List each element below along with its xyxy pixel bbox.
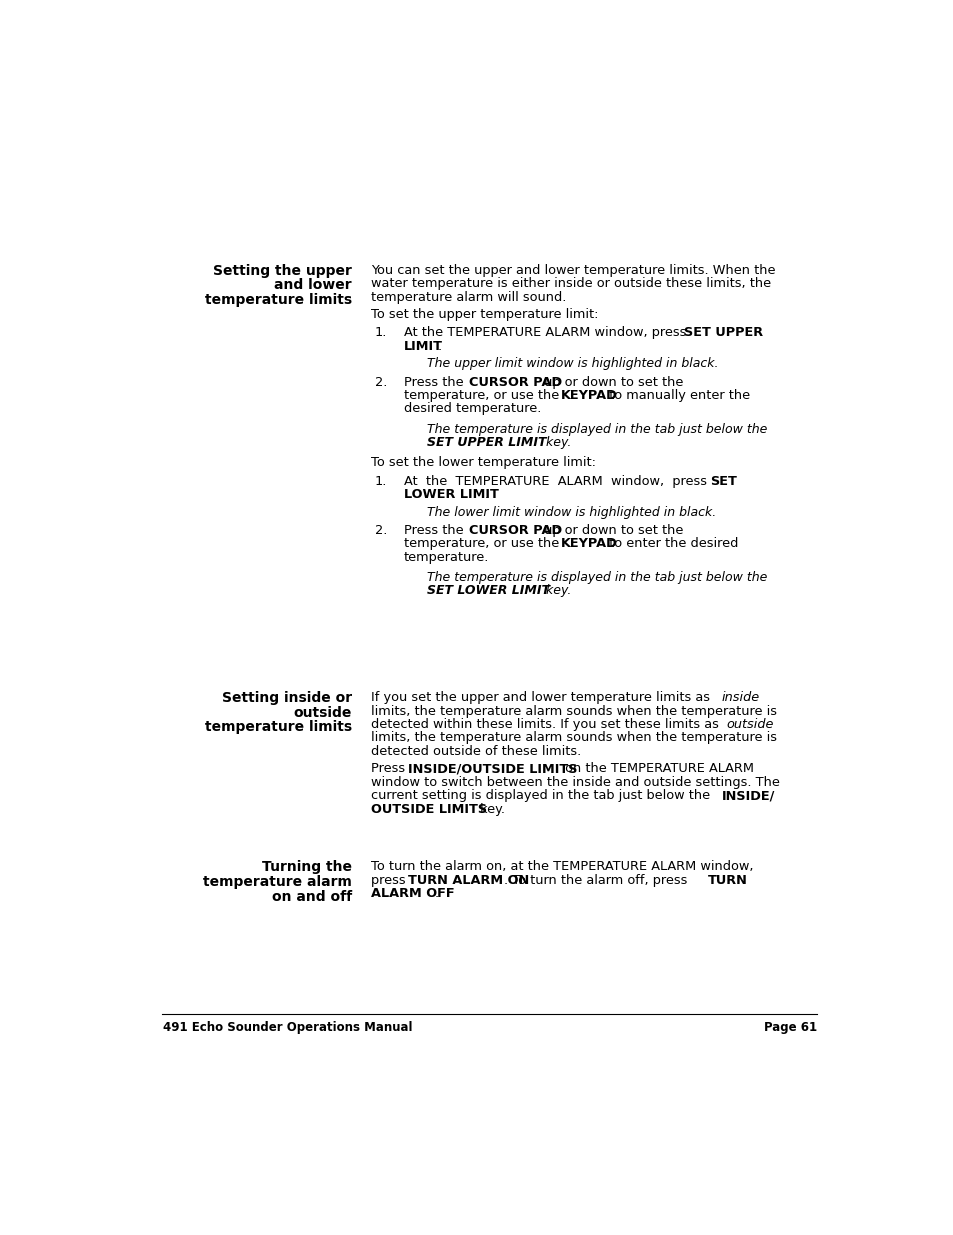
Text: SET LOWER LIMIT: SET LOWER LIMIT (427, 584, 549, 598)
Text: 1.: 1. (375, 474, 387, 488)
Text: inside: inside (720, 692, 759, 704)
Text: on the TEMPERATURE ALARM: on the TEMPERATURE ALARM (560, 762, 753, 776)
Text: CURSOR PAD: CURSOR PAD (468, 375, 561, 389)
Text: .: . (435, 888, 438, 900)
Text: desired temperature.: desired temperature. (403, 403, 540, 415)
Text: 2.: 2. (375, 375, 387, 389)
Text: temperature limits: temperature limits (204, 293, 352, 308)
Text: To set the lower temperature limit:: To set the lower temperature limit: (371, 457, 596, 469)
Text: and lower: and lower (274, 278, 352, 293)
Text: key.: key. (476, 803, 504, 816)
Text: temperature limits: temperature limits (204, 720, 352, 735)
Text: key.: key. (541, 584, 571, 598)
Text: SET UPPER LIMIT: SET UPPER LIMIT (427, 436, 546, 450)
Text: . To turn the alarm off, press: . To turn the alarm off, press (503, 874, 690, 887)
Text: Press the: Press the (403, 375, 467, 389)
Text: 1.: 1. (375, 326, 387, 340)
Text: OUTSIDE LIMITS: OUTSIDE LIMITS (371, 803, 487, 816)
Text: TURN: TURN (707, 874, 747, 887)
Text: Press the: Press the (403, 524, 467, 537)
Text: The lower limit window is highlighted in black.: The lower limit window is highlighted in… (427, 505, 716, 519)
Text: Press: Press (371, 762, 409, 776)
Text: on and off: on and off (272, 889, 352, 904)
Text: Turning the: Turning the (261, 861, 352, 874)
Text: temperature, or use the: temperature, or use the (403, 389, 562, 403)
Text: KEYPAD: KEYPAD (560, 389, 618, 403)
Text: temperature alarm: temperature alarm (203, 876, 352, 889)
Text: The temperature is displayed in the tab just below the: The temperature is displayed in the tab … (427, 571, 766, 584)
Text: To set the upper temperature limit:: To set the upper temperature limit: (371, 309, 598, 321)
Text: outside: outside (294, 705, 352, 720)
Text: INSIDE/: INSIDE/ (720, 789, 774, 803)
Text: Setting the upper: Setting the upper (213, 264, 352, 278)
Text: At the TEMPERATURE ALARM window, press: At the TEMPERATURE ALARM window, press (403, 326, 689, 340)
Text: Setting inside or: Setting inside or (221, 692, 352, 705)
Text: limits, the temperature alarm sounds when the temperature is: limits, the temperature alarm sounds whe… (371, 731, 777, 745)
Text: outside: outside (726, 718, 774, 731)
Text: press: press (371, 874, 410, 887)
Text: detected within these limits. If you set these limits as: detected within these limits. If you set… (371, 718, 722, 731)
Text: up or down to set the: up or down to set the (539, 375, 682, 389)
Text: key.: key. (541, 436, 571, 450)
Text: detected outside of these limits.: detected outside of these limits. (371, 745, 580, 758)
Text: LOWER LIMIT: LOWER LIMIT (403, 488, 498, 501)
Text: If you set the upper and lower temperature limits as: If you set the upper and lower temperatu… (371, 692, 714, 704)
Text: The temperature is displayed in the tab just below the: The temperature is displayed in the tab … (427, 422, 766, 436)
Text: To turn the alarm on, at the TEMPERATURE ALARM window,: To turn the alarm on, at the TEMPERATURE… (371, 861, 753, 873)
Text: temperature.: temperature. (403, 551, 489, 563)
Text: At  the  TEMPERATURE  ALARM  window,  press: At the TEMPERATURE ALARM window, press (403, 474, 714, 488)
Text: KEYPAD: KEYPAD (560, 537, 618, 551)
Text: You can set the upper and lower temperature limits. When the: You can set the upper and lower temperat… (371, 264, 775, 277)
Text: temperature alarm will sound.: temperature alarm will sound. (371, 290, 566, 304)
Text: to manually enter the: to manually enter the (604, 389, 749, 403)
Text: LIMIT: LIMIT (403, 340, 442, 353)
Text: The upper limit window is highlighted in black.: The upper limit window is highlighted in… (427, 357, 718, 370)
Text: .: . (484, 488, 489, 501)
Text: 491 Echo Sounder Operations Manual: 491 Echo Sounder Operations Manual (163, 1021, 413, 1035)
Text: .: . (437, 340, 441, 353)
Text: SET UPPER: SET UPPER (683, 326, 762, 340)
Text: SET: SET (710, 474, 737, 488)
Text: INSIDE/OUTSIDE LIMITS: INSIDE/OUTSIDE LIMITS (408, 762, 578, 776)
Text: up or down to set the: up or down to set the (539, 524, 682, 537)
Text: ALARM OFF: ALARM OFF (371, 888, 455, 900)
Text: current setting is displayed in the tab just below the: current setting is displayed in the tab … (371, 789, 714, 803)
Text: Page 61: Page 61 (762, 1021, 816, 1035)
Text: 2.: 2. (375, 524, 387, 537)
Text: to enter the desired: to enter the desired (604, 537, 738, 551)
Text: CURSOR PAD: CURSOR PAD (468, 524, 561, 537)
Text: temperature, or use the: temperature, or use the (403, 537, 562, 551)
Text: water temperature is either inside or outside these limits, the: water temperature is either inside or ou… (371, 277, 770, 290)
Text: TURN ALARM ON: TURN ALARM ON (408, 874, 529, 887)
Text: window to switch between the inside and outside settings. The: window to switch between the inside and … (371, 776, 780, 789)
Text: limits, the temperature alarm sounds when the temperature is: limits, the temperature alarm sounds whe… (371, 704, 777, 718)
